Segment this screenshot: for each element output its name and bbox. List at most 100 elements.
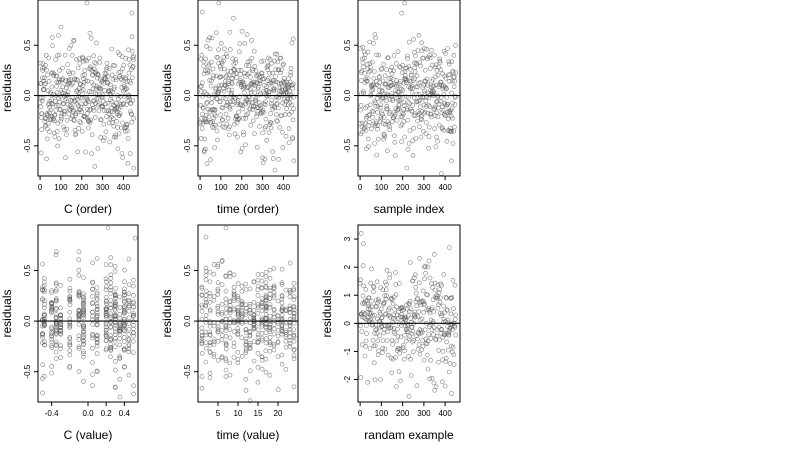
data-point xyxy=(259,70,264,76)
data-point xyxy=(429,375,435,381)
chart-panel-1: 0 100 200 300 400-0.50.00.5C (order)residual… xyxy=(0,0,139,216)
data-point xyxy=(204,161,210,166)
data-point xyxy=(212,107,218,113)
data-point xyxy=(90,293,95,299)
data-point xyxy=(227,360,233,366)
data-point xyxy=(219,311,225,317)
data-point xyxy=(80,87,86,93)
data-point xyxy=(395,107,401,112)
data-point xyxy=(114,106,119,111)
data-point xyxy=(212,145,217,150)
data-point xyxy=(378,377,383,382)
data-point xyxy=(97,55,103,61)
data-point xyxy=(409,89,415,95)
data-point xyxy=(44,136,50,142)
y-tick-label: -1 xyxy=(343,347,352,355)
data-point xyxy=(267,57,273,62)
data-point xyxy=(76,333,82,339)
data-point xyxy=(49,364,55,369)
data-point xyxy=(131,304,136,309)
data-point xyxy=(254,114,260,119)
data-point xyxy=(406,336,412,342)
data-point xyxy=(375,338,381,344)
data-point xyxy=(251,279,257,285)
data-point xyxy=(426,124,432,130)
data-point xyxy=(126,326,132,332)
data-point xyxy=(446,332,452,338)
data-point xyxy=(251,339,257,345)
data-point xyxy=(65,89,71,95)
x-tick-label: 0.0 xyxy=(82,409,94,418)
data-point xyxy=(431,90,437,96)
data-point xyxy=(439,313,444,318)
data-point xyxy=(271,292,277,298)
data-point xyxy=(49,288,54,293)
data-point xyxy=(449,129,454,134)
data-point xyxy=(263,369,269,375)
data-point xyxy=(259,315,265,321)
data-point xyxy=(424,76,430,82)
data-point xyxy=(97,59,102,65)
data-point xyxy=(85,78,90,84)
data-point xyxy=(287,287,293,293)
data-point xyxy=(286,112,292,117)
data-point xyxy=(427,66,433,71)
data-point xyxy=(231,298,237,304)
data-point xyxy=(287,88,292,94)
data-point xyxy=(396,369,402,374)
data-point xyxy=(435,138,440,144)
data-point xyxy=(384,282,390,287)
data-point xyxy=(405,117,411,123)
data-point xyxy=(89,151,94,156)
data-point xyxy=(76,257,81,263)
data-point xyxy=(247,345,253,351)
data-point xyxy=(126,297,132,303)
data-point xyxy=(242,90,247,95)
data-point xyxy=(409,83,415,89)
data-point xyxy=(451,84,457,90)
data-point xyxy=(254,144,260,150)
data-point xyxy=(405,147,411,152)
data-point xyxy=(279,266,285,272)
data-point xyxy=(391,312,397,318)
data-point xyxy=(37,60,43,66)
data-point xyxy=(387,275,392,281)
y-tick-label: -0.5 xyxy=(23,364,32,378)
data-point xyxy=(129,112,134,117)
data-point xyxy=(414,303,420,309)
data-point xyxy=(243,348,249,354)
data-point xyxy=(408,306,414,312)
data-point xyxy=(88,64,93,70)
data-point xyxy=(382,134,388,140)
data-point xyxy=(259,354,265,360)
data-point xyxy=(450,70,456,75)
data-point xyxy=(79,109,85,115)
data-point xyxy=(117,332,123,338)
y-axis-label: residuals xyxy=(160,289,174,337)
data-point xyxy=(373,322,379,328)
data-point xyxy=(82,68,88,73)
data-point xyxy=(407,128,413,133)
data-point xyxy=(93,61,99,66)
data-point xyxy=(121,62,127,68)
data-point xyxy=(94,256,100,261)
data-point xyxy=(255,86,261,92)
data-point xyxy=(400,70,405,75)
data-point xyxy=(109,46,115,52)
data-point xyxy=(41,302,47,307)
data-point xyxy=(207,370,213,376)
data-point xyxy=(271,285,277,290)
data-point xyxy=(381,62,387,67)
data-point xyxy=(70,70,76,76)
y-tick-label: 0.5 xyxy=(183,39,192,51)
data-point xyxy=(81,310,86,316)
data-point xyxy=(267,119,273,125)
data-point xyxy=(369,108,375,114)
data-point xyxy=(88,117,93,123)
data-point xyxy=(374,82,380,88)
data-point xyxy=(279,322,285,328)
data-point xyxy=(118,102,124,107)
data-point xyxy=(49,326,55,332)
data-point xyxy=(279,280,285,286)
data-point xyxy=(445,110,450,115)
